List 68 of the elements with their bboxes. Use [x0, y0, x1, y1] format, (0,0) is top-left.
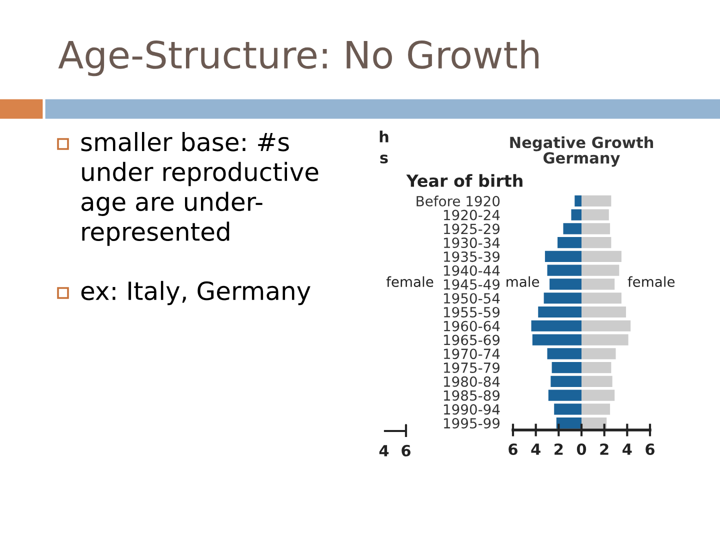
bar [582, 223, 610, 234]
bar [582, 209, 609, 220]
y-tick-label: 1995-99 [444, 418, 500, 429]
bar [544, 292, 582, 304]
bar [547, 264, 582, 276]
bar [548, 390, 582, 401]
y-tick-label: 1990-94 [444, 404, 500, 415]
bar [550, 376, 582, 387]
bar [582, 292, 622, 304]
x-tick-label: 4 [622, 444, 632, 455]
bar [552, 362, 582, 374]
y-tick-label: 1945-49 [444, 279, 500, 290]
chart-title: Age-Structure: No Growth [58, 40, 538, 76]
x-tick-label: 6 [646, 443, 654, 456]
bar [582, 376, 612, 387]
series-label: male [506, 276, 540, 287]
bar [582, 362, 612, 374]
x-tick-label: 2 [554, 443, 563, 455]
y-axis-title: Year of birth [406, 174, 522, 188]
bar [582, 306, 626, 318]
bar [582, 348, 616, 360]
bar [582, 334, 628, 346]
text: smaller base: #s under reproductive age are under- represented [81, 132, 318, 246]
bar [544, 250, 582, 262]
y-tick-label: 1950-54 [444, 293, 500, 304]
y-tick-label: 1965-69 [444, 334, 500, 346]
y-tick-label: 1955-59 [444, 306, 500, 318]
bar [582, 237, 612, 248]
x-tick-label: 0 [576, 443, 586, 456]
y-tick-label: 1925-29 [444, 224, 500, 234]
y-tick-label: 1935-39 [444, 251, 500, 262]
x-tick-label: 6 [508, 443, 518, 456]
bar [582, 418, 607, 429]
bar [550, 278, 582, 290]
bar [582, 195, 612, 206]
y-tick-label: 1930-34 [444, 238, 500, 248]
bar [582, 250, 622, 262]
bar [582, 278, 615, 290]
y-tick-label: 1970-74 [444, 348, 500, 360]
bar [558, 237, 582, 248]
bar [582, 390, 615, 401]
bar [538, 306, 582, 318]
text: female [386, 276, 434, 288]
y-tick-label: 1985-89 [444, 390, 500, 401]
bar [563, 223, 582, 234]
y-tick-label: 1975-79 [444, 362, 500, 374]
x-tick-label: 2 [600, 443, 608, 455]
y-tick-label: 1940-44 [444, 265, 500, 276]
bar [574, 195, 582, 206]
bar [571, 209, 582, 220]
y-tick-label: 1980-84 [444, 376, 500, 387]
bar [531, 320, 582, 332]
bar [554, 404, 582, 415]
y-tick-label: Before 1920 [416, 196, 500, 206]
bar [582, 320, 631, 332]
bar [556, 418, 582, 429]
bar [532, 334, 582, 346]
y-tick-label: 1920-24 [444, 210, 500, 220]
bar [582, 264, 620, 276]
y-tick-label: 1960-64 [444, 320, 500, 332]
bar [582, 404, 610, 415]
bar [547, 348, 582, 360]
x-tick-label: 4 [531, 444, 540, 455]
text: h [380, 130, 388, 142]
chart-subtitle: Negative Growth Germany [510, 136, 654, 167]
text: s [380, 154, 388, 164]
text: ex: Italy, Germany [81, 280, 310, 306]
series-label: female [628, 276, 675, 287]
